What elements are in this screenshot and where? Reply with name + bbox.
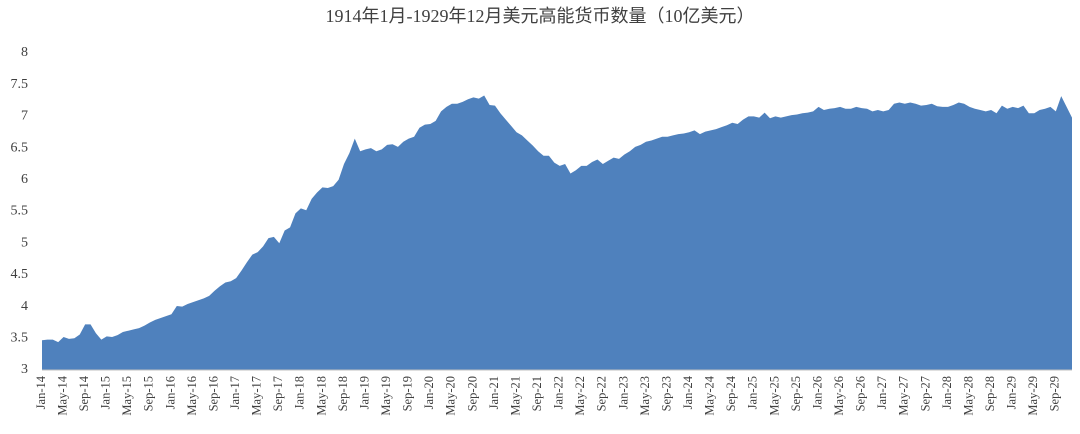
x-tick-label: May-26 <box>832 376 846 416</box>
x-tick-label: Jan-21 <box>487 376 501 409</box>
x-tick-label: Sep-17 <box>271 376 285 411</box>
x-tick-label: Sep-24 <box>724 375 738 411</box>
y-tick-label: 6 <box>21 172 28 187</box>
x-tick-label: May-24 <box>703 375 717 415</box>
x-tick-label: Jan-19 <box>357 376 371 409</box>
y-tick-label: 3.5 <box>11 331 29 346</box>
y-tick-label: 3 <box>21 362 28 377</box>
x-tick-label: Sep-28 <box>983 376 997 411</box>
x-tick-label: Sep-29 <box>1048 376 1062 411</box>
y-tick-label: 7 <box>21 109 28 124</box>
x-tick-label: May-27 <box>897 376 911 416</box>
x-tick-label: May-19 <box>379 376 393 416</box>
x-tick-label: Sep-23 <box>659 376 673 411</box>
x-tick-label: Sep-22 <box>595 376 609 411</box>
x-tick-label: May-23 <box>638 376 652 416</box>
x-tick-label: Jan-29 <box>1005 376 1019 409</box>
x-tick-label: Jan-18 <box>293 376 307 409</box>
y-tick-label: 7.5 <box>11 77 29 92</box>
x-tick-label: Jan-14 <box>34 375 48 409</box>
x-tick-label: Jan-28 <box>940 376 954 409</box>
x-tick-label: May-28 <box>961 376 975 416</box>
y-tick-label: 8 <box>21 45 28 60</box>
x-tick-label: May-29 <box>1026 376 1040 416</box>
x-tick-label: Sep-14 <box>77 375 91 411</box>
x-tick-label: May-20 <box>444 376 458 416</box>
x-tick-label: Jan-26 <box>810 376 824 409</box>
x-tick-label: Jan-27 <box>875 376 889 409</box>
x-tick-label: May-18 <box>314 376 328 416</box>
x-tick-label: May-15 <box>120 376 134 416</box>
x-tick-label: May-16 <box>185 376 199 416</box>
x-tick-label: Jan-17 <box>228 376 242 409</box>
x-tick-label: Jan-15 <box>99 376 113 409</box>
x-tick-label: Sep-20 <box>465 376 479 411</box>
x-tick-label: Sep-15 <box>142 376 156 411</box>
y-tick-label: 5 <box>21 235 28 250</box>
x-tick-label: May-17 <box>250 376 264 416</box>
x-tick-label: Jan-25 <box>746 376 760 409</box>
x-tick-label: Jan-23 <box>616 376 630 409</box>
y-tick-label: 4 <box>21 299 28 314</box>
x-tick-label: May-25 <box>767 376 781 416</box>
area <box>42 95 1072 370</box>
x-tick-label: May-14 <box>55 375 69 415</box>
x-tick-label: Sep-21 <box>530 376 544 411</box>
x-tick-label: Sep-19 <box>401 376 415 411</box>
chart-title: 1914年1月-1929年12月美元高能货币数量（10亿美元） <box>326 6 755 26</box>
x-tick-label: Jan-24 <box>681 375 695 409</box>
x-tick-label: Jan-20 <box>422 376 436 409</box>
x-tick-label: Sep-16 <box>206 376 220 411</box>
x-tick-label: May-21 <box>508 376 522 416</box>
y-tick-label: 6.5 <box>11 140 29 155</box>
y-tick-label: 4.5 <box>11 267 29 282</box>
x-tick-label: Sep-25 <box>789 376 803 411</box>
x-tick-label: Sep-27 <box>918 376 932 411</box>
x-tick-label: May-22 <box>573 376 587 416</box>
y-tick-label: 5.5 <box>11 204 29 219</box>
x-tick-label: Sep-18 <box>336 376 350 411</box>
x-tick-label: Sep-26 <box>854 376 868 411</box>
x-tick-label: Jan-16 <box>163 376 177 409</box>
x-tick-label: Jan-22 <box>552 376 566 409</box>
